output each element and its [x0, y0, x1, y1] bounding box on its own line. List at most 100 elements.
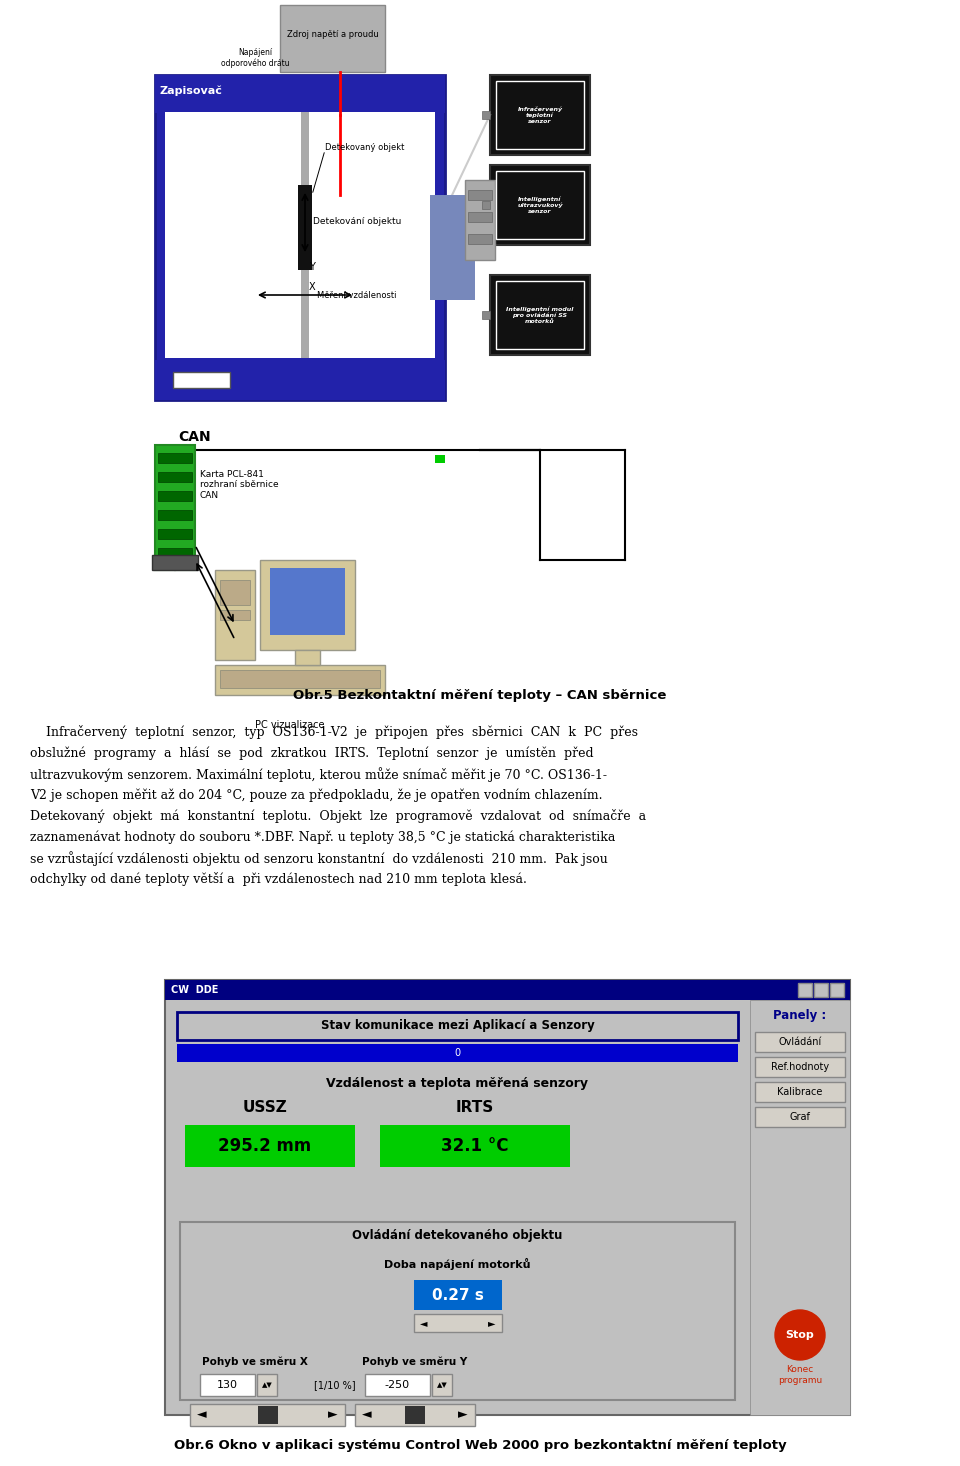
Text: Měření vzdálenosti: Měření vzdálenosti [317, 292, 396, 301]
FancyBboxPatch shape [298, 185, 312, 270]
FancyBboxPatch shape [220, 670, 380, 688]
Text: 0: 0 [454, 1048, 461, 1058]
Text: CW  DDE: CW DDE [171, 985, 218, 995]
Text: Karta PCL-841
rozhraní sběrnice
CAN: Karta PCL-841 rozhraní sběrnice CAN [200, 471, 278, 500]
FancyBboxPatch shape [280, 35, 385, 72]
Text: Intelligentní
ultrazvukový
senzor: Intelligentní ultrazvukový senzor [517, 196, 563, 214]
Text: Intelligentní modul
pro ovládání SS
motorků: Intelligentní modul pro ovládání SS moto… [506, 306, 574, 324]
FancyBboxPatch shape [468, 213, 492, 221]
FancyBboxPatch shape [482, 311, 490, 320]
FancyBboxPatch shape [814, 984, 828, 997]
Text: Napájení
odporového drátu: Napájení odporového drátu [221, 48, 289, 67]
Text: Detekovaný objekt: Detekovaný objekt [325, 144, 404, 152]
FancyBboxPatch shape [830, 984, 844, 997]
FancyBboxPatch shape [755, 1032, 845, 1053]
FancyBboxPatch shape [180, 1223, 735, 1400]
FancyBboxPatch shape [414, 1314, 501, 1333]
FancyBboxPatch shape [260, 560, 355, 649]
Text: ultrazvukovým senzorem. Maximální teplotu, kterou může snímač měřit je 70 °C. OS: ultrazvukovým senzorem. Maximální teplot… [30, 767, 607, 781]
FancyBboxPatch shape [173, 372, 230, 388]
FancyBboxPatch shape [215, 666, 385, 695]
Text: Zapisovač: Zapisovač [160, 85, 223, 95]
FancyBboxPatch shape [215, 570, 255, 660]
Text: Infračervený  teplotní  senzor,  typ  OS136-1-V2  je  připojen  přes  sběrnici  : Infračervený teplotní senzor, typ OS136-… [30, 726, 638, 739]
Text: Infračervený
teplotní
senzor: Infračervený teplotní senzor [517, 106, 563, 123]
Text: Vzdálenost a teplota měřená senzory: Vzdálenost a teplota měřená senzory [326, 1078, 588, 1091]
FancyBboxPatch shape [280, 4, 385, 72]
FancyBboxPatch shape [750, 1000, 850, 1415]
Text: ◄: ◄ [420, 1318, 427, 1328]
Text: Stop: Stop [785, 1330, 814, 1340]
Text: odchylky od dané teploty větší a  při vzdálenostech nad 210 mm teplota klesá.: odchylky od dané teploty větší a při vzd… [30, 872, 527, 885]
FancyBboxPatch shape [482, 201, 490, 210]
Text: Detekovaný  objekt  má  konstantní  teplotu.  Objekt  lze  programově  vzdalovat: Detekovaný objekt má konstantní teplotu.… [30, 809, 646, 822]
FancyBboxPatch shape [295, 649, 320, 666]
FancyBboxPatch shape [465, 180, 495, 259]
FancyBboxPatch shape [158, 548, 192, 559]
FancyBboxPatch shape [155, 361, 445, 400]
Text: Obr.5 Bezkontaktní měření teploty – CAN sběrnice: Obr.5 Bezkontaktní měření teploty – CAN … [294, 689, 666, 702]
FancyBboxPatch shape [158, 472, 192, 482]
FancyBboxPatch shape [301, 111, 309, 358]
Text: Graf: Graf [789, 1113, 810, 1121]
FancyBboxPatch shape [405, 1406, 425, 1423]
FancyBboxPatch shape [490, 166, 590, 245]
FancyBboxPatch shape [158, 453, 192, 463]
FancyBboxPatch shape [220, 610, 250, 620]
FancyBboxPatch shape [200, 1374, 255, 1396]
Text: 32.1 °C: 32.1 °C [442, 1138, 509, 1155]
FancyBboxPatch shape [755, 1082, 845, 1102]
FancyBboxPatch shape [755, 1057, 845, 1078]
FancyBboxPatch shape [380, 1124, 570, 1167]
FancyBboxPatch shape [158, 529, 192, 539]
FancyBboxPatch shape [490, 276, 590, 355]
Text: Detekování objektu: Detekování objektu [313, 217, 401, 227]
FancyBboxPatch shape [490, 75, 590, 155]
FancyBboxPatch shape [155, 75, 445, 400]
FancyBboxPatch shape [355, 1404, 475, 1426]
Circle shape [775, 1311, 825, 1360]
Text: ►: ► [488, 1318, 495, 1328]
Text: PC vizualizace: PC vizualizace [255, 720, 324, 730]
Text: X: X [309, 281, 316, 292]
FancyBboxPatch shape [257, 1406, 277, 1423]
FancyBboxPatch shape [468, 191, 492, 199]
Text: Ovládání detekovaného objektu: Ovládání detekovaného objektu [352, 1230, 563, 1243]
FancyBboxPatch shape [755, 1107, 845, 1127]
FancyBboxPatch shape [165, 979, 850, 1000]
FancyBboxPatch shape [270, 567, 345, 635]
Text: Konec
programu: Konec programu [778, 1365, 822, 1385]
Text: V2 je schopen měřit až do 204 °C, pouze za předpokladu, že je opatřen vodním chl: V2 je schopen měřit až do 204 °C, pouze … [30, 789, 603, 802]
Text: Kalibrace: Kalibrace [778, 1086, 823, 1097]
FancyBboxPatch shape [496, 81, 584, 150]
FancyBboxPatch shape [185, 1124, 355, 1167]
Text: 0.27 s: 0.27 s [432, 1287, 484, 1302]
FancyBboxPatch shape [365, 1374, 430, 1396]
Text: obslužné  programy  a  hlásí  se  pod  zkratkou  IRTS.  Teplotní  senzor  je  um: obslužné programy a hlásí se pod zkratko… [30, 746, 593, 759]
Text: CAN: CAN [178, 430, 210, 444]
FancyBboxPatch shape [280, 21, 385, 35]
Text: ►: ► [458, 1409, 468, 1422]
FancyBboxPatch shape [158, 510, 192, 520]
FancyBboxPatch shape [496, 281, 584, 349]
Text: Stav komunikace mezi Aplikací a Senzory: Stav komunikace mezi Aplikací a Senzory [321, 1019, 594, 1032]
FancyBboxPatch shape [798, 984, 812, 997]
Text: ◄: ◄ [362, 1409, 372, 1422]
Text: ▲▼: ▲▼ [437, 1382, 447, 1388]
FancyBboxPatch shape [435, 454, 445, 463]
Text: 130: 130 [217, 1380, 237, 1390]
FancyBboxPatch shape [220, 581, 250, 605]
FancyBboxPatch shape [280, 4, 385, 21]
Text: Obr.6 Okno v aplikaci systému Control Web 2000 pro bezkontaktní měření teploty: Obr.6 Okno v aplikaci systému Control We… [174, 1438, 786, 1451]
FancyBboxPatch shape [152, 556, 198, 570]
Text: se vzrůstající vzdálenosti objektu od senzoru konstantní  do vzdálenosti  210 mm: se vzrůstající vzdálenosti objektu od se… [30, 850, 608, 866]
FancyBboxPatch shape [430, 195, 475, 301]
FancyBboxPatch shape [190, 1404, 345, 1426]
Text: [1/10 %]: [1/10 %] [314, 1380, 356, 1390]
FancyBboxPatch shape [177, 1012, 738, 1039]
Text: Ref.hodnoty: Ref.hodnoty [771, 1061, 829, 1072]
FancyBboxPatch shape [468, 235, 492, 243]
Text: Y: Y [309, 262, 315, 273]
Text: ▲▼: ▲▼ [262, 1382, 273, 1388]
FancyBboxPatch shape [165, 979, 850, 1415]
